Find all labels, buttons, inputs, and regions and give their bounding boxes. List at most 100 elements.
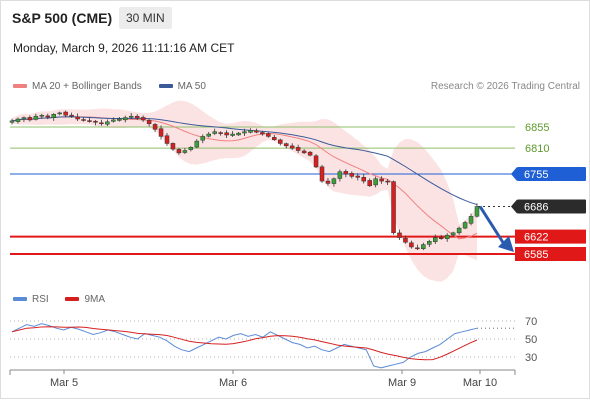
candle-body (117, 118, 122, 121)
candle-body (75, 116, 80, 120)
candle-body (164, 135, 170, 144)
candle-body (194, 140, 200, 148)
legend-swatch-ma50 (158, 84, 173, 89)
candle-body (27, 117, 33, 121)
legend-label-ma50: MA 50 (177, 81, 206, 92)
pivot-tag (517, 167, 586, 182)
candle-body (15, 118, 21, 122)
chart-header: S&P 500 (CME) 30 MIN (0, 0, 590, 36)
candle-body (343, 171, 349, 175)
candle-body (438, 237, 444, 239)
rsi-level-label-30: 30 (525, 352, 537, 364)
candle-body (337, 171, 343, 179)
candle-body (397, 232, 402, 238)
legend-swatch-rsi (13, 297, 27, 302)
candle-body (152, 124, 158, 130)
rsi-level-label-50: 50 (525, 334, 537, 346)
x-label-mar-5: Mar 5 (50, 377, 78, 389)
main-legend: MA 20 + Bollinger Bands MA 50 (13, 81, 220, 92)
candle-body (63, 111, 68, 116)
forecast-arrow-shaft (478, 205, 506, 245)
timeframe-badge[interactable]: 30 MIN (119, 7, 172, 29)
x-label-mar-10: Mar 10 (463, 377, 497, 389)
candle-body (242, 131, 247, 134)
candle-body (349, 173, 355, 177)
candle-body (295, 147, 301, 151)
candle-body (200, 136, 206, 141)
pivot-tag-arrow (511, 167, 517, 182)
candle-body (373, 178, 378, 186)
candle-body (474, 206, 480, 217)
candle-body (123, 117, 128, 121)
candle-body (391, 181, 396, 234)
candle-body (182, 150, 188, 153)
last-price-tag-arrow (511, 199, 517, 214)
candle-body (57, 112, 62, 115)
legend-swatch-ma20 (13, 84, 27, 89)
candle-body (456, 227, 462, 234)
candle-body (254, 130, 259, 133)
candle-body (224, 132, 229, 136)
candle-body (87, 120, 92, 122)
rsi-9ma-line (11, 326, 478, 361)
forecast-arrow-head (498, 236, 514, 252)
candle-body (51, 114, 56, 118)
candle-body (462, 222, 468, 229)
rsi-level-label-70: 70 (525, 316, 537, 328)
legend-label-ma20: MA 20 + Bollinger Bands (32, 81, 142, 92)
candle-body (21, 117, 27, 120)
x-label-mar-6: Mar 6 (219, 377, 247, 389)
candle-body (289, 145, 295, 149)
candle-body (272, 137, 277, 140)
legend-item-ma50: MA 50 (158, 81, 206, 92)
candle-body (331, 178, 337, 184)
candle-body (379, 178, 384, 182)
chart-datetime: Monday, March 9, 2026 11:11:16 AM CET (13, 41, 235, 55)
candle-body (146, 120, 152, 124)
legend-item-9ma: 9MA (65, 294, 105, 305)
candle-body (140, 117, 146, 121)
candle-body (415, 247, 420, 250)
candle-body (212, 131, 217, 134)
candle-body (283, 143, 289, 147)
candle-body (230, 133, 235, 136)
candle-body (433, 237, 438, 242)
candle-body (81, 119, 86, 121)
candle-body (444, 234, 450, 240)
legend-label-9ma: 9MA (84, 294, 106, 305)
legend-label-rsi: RSI (32, 294, 49, 305)
candle-body (33, 115, 39, 120)
support-label-6585: 6585 (524, 249, 548, 261)
candle-body (385, 180, 390, 183)
candle-body (105, 121, 110, 125)
candle-body (45, 115, 51, 118)
x-label-mar-9: Mar 9 (388, 377, 416, 389)
legend-item-ma20: MA 20 + Bollinger Bands (13, 81, 142, 92)
candle-body (206, 133, 211, 137)
candle-body (176, 149, 182, 154)
support-tag-6585 (515, 247, 586, 261)
candle-body (319, 166, 325, 182)
candle-body (39, 114, 45, 117)
resistance-label-6855: 6855 (525, 122, 549, 134)
candle-body (361, 176, 366, 182)
legend-swatch-9ma (65, 297, 80, 302)
candle-body (421, 244, 426, 250)
candle-body (69, 114, 74, 117)
support-label-6622: 6622 (524, 232, 548, 244)
support-tag-6622 (515, 229, 586, 244)
candle-body (218, 132, 223, 134)
candle-body (248, 130, 253, 133)
candle-body (188, 146, 194, 150)
candle-body (134, 116, 140, 119)
candle-body (367, 180, 372, 187)
credit-text: Research © 2026 Trading Central (430, 81, 580, 92)
candle-body (93, 120, 98, 123)
candle-body (427, 241, 432, 245)
candle-body (325, 180, 331, 184)
candle-body (111, 119, 116, 122)
candle-body (301, 150, 307, 154)
bollinger-band (12, 100, 477, 282)
candle-body (468, 216, 474, 224)
candle-body (236, 132, 241, 136)
